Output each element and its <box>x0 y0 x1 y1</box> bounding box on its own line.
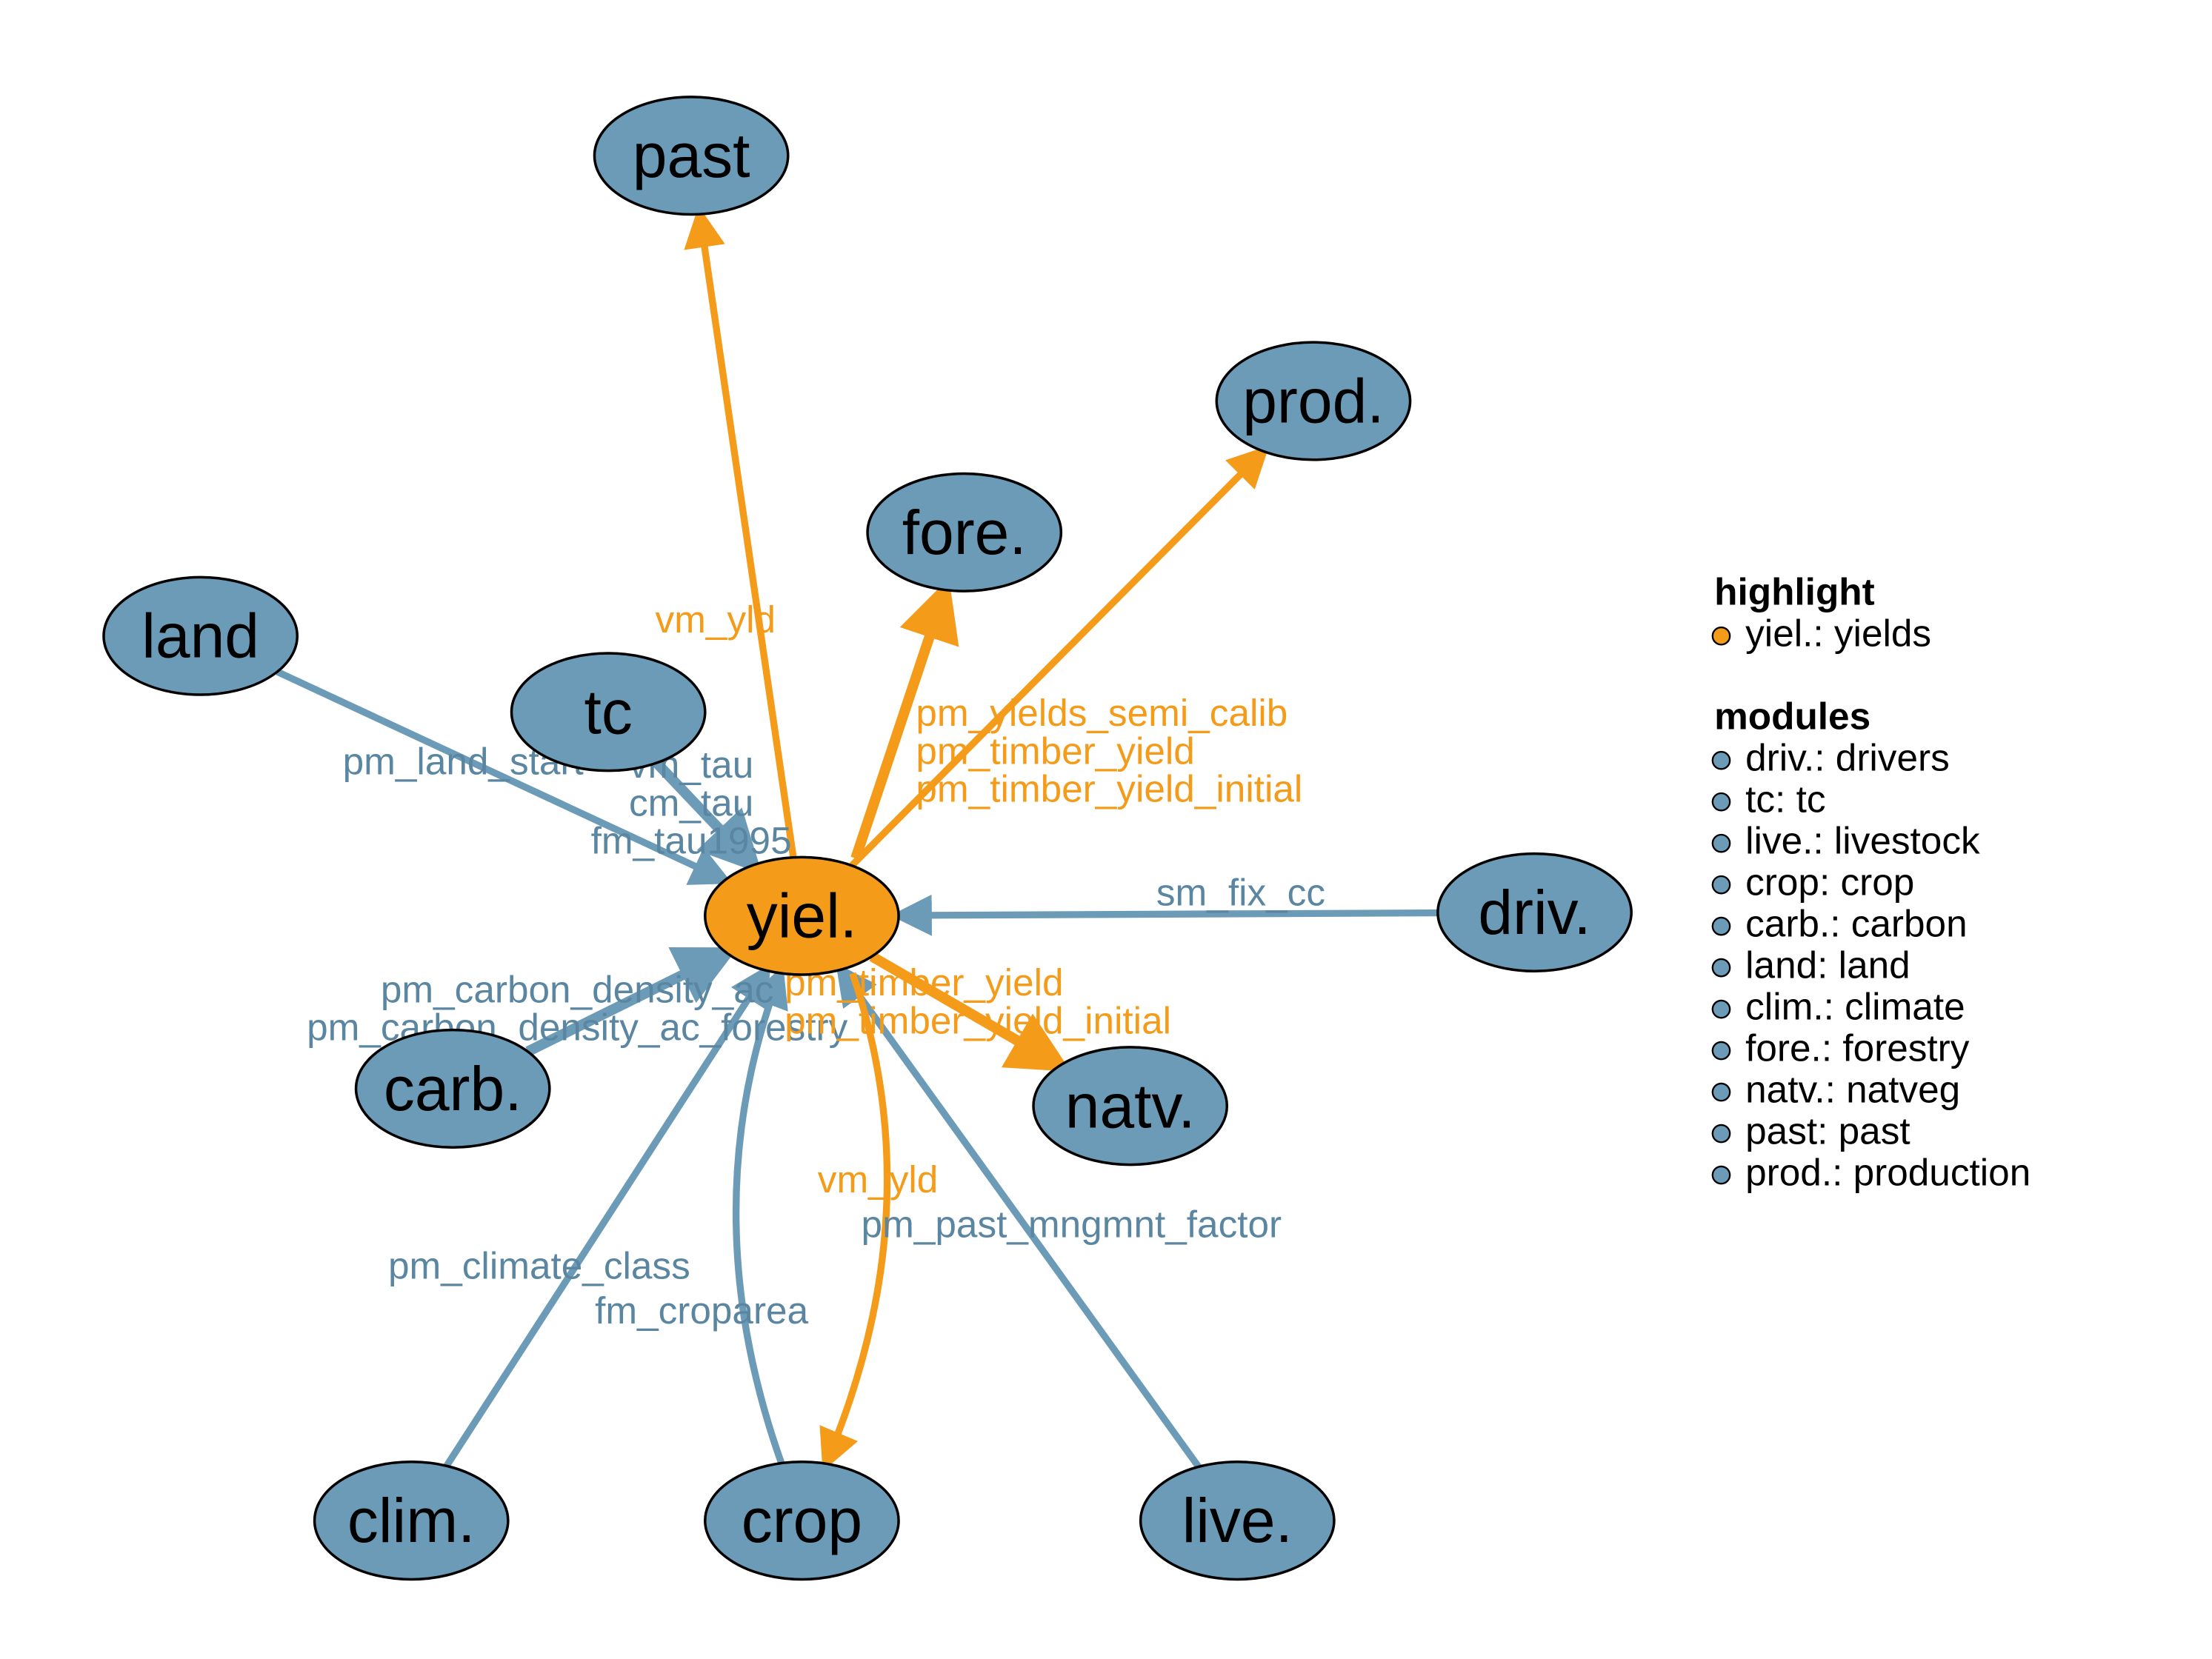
legend-item-module: past: past <box>1745 1110 1910 1152</box>
legend-item-module: natv.: natveg <box>1745 1069 1960 1111</box>
node-land: land <box>104 577 297 695</box>
node-natv: natv. <box>1033 1047 1227 1165</box>
edge-label-yiel-crop-0: vm_yld <box>818 1158 939 1201</box>
legend-item-module: land: land <box>1745 944 1910 987</box>
node-fore: fore. <box>867 473 1061 591</box>
node-yiel: yiel. <box>705 857 899 975</box>
node-tc: tc <box>512 653 705 771</box>
legend-item-highlight: yiel.: yields <box>1745 612 1931 655</box>
node-label-land: land <box>141 601 259 671</box>
edge-label-driv-yiel-0: sm_fix_cc <box>1156 872 1325 914</box>
legend-item-module: tc: tc <box>1745 778 1825 821</box>
node-label-crop: crop <box>742 1486 862 1555</box>
legend-heading-modules: modules <box>1714 695 1870 738</box>
node-label-prod: prod. <box>1242 366 1384 435</box>
network-diagram: pm_land_startvm_taucm_taufm_tau1995sm_fi… <box>0 0 2212 1659</box>
legend-item-module: carb.: carbon <box>1745 903 1967 945</box>
legend-dot-module <box>1713 835 1730 852</box>
node-past: past <box>594 97 787 215</box>
legend-dot-module <box>1713 793 1730 810</box>
node-crop: crop <box>705 1462 899 1580</box>
legend-dot-highlight <box>1713 627 1730 644</box>
edge-label-crop-yiel-0: fm_croparea <box>595 1289 809 1332</box>
edge-label-yiel-fore-0: pm_yields_semi_calib <box>916 692 1287 734</box>
node-label-past: past <box>633 121 750 190</box>
legend-dot-module <box>1713 1001 1730 1018</box>
edge-label-tc-yiel-2: fm_tau1995 <box>591 820 792 862</box>
legend-dot-module <box>1713 1042 1730 1059</box>
legend-dot-module <box>1713 918 1730 935</box>
legend-dot-module <box>1713 1084 1730 1101</box>
legend-item-module: driv.: drivers <box>1745 737 1950 779</box>
node-carb: carb. <box>356 1030 550 1148</box>
edge-label-live-yiel-0: pm_past_mngmnt_factor <box>862 1204 1282 1246</box>
edge-label-tc-yiel-1: cm_tau <box>629 781 753 824</box>
legend-item-module: prod.: production <box>1745 1152 2031 1194</box>
legend-item-module: live.: livestock <box>1745 820 1980 862</box>
legend-dot-module <box>1713 959 1730 976</box>
node-label-tc: tc <box>584 677 632 747</box>
legend-dot-module <box>1713 752 1730 769</box>
legend-dot-module <box>1713 876 1730 893</box>
node-live: live. <box>1141 1462 1334 1580</box>
legend-heading-highlight: highlight <box>1714 571 1875 613</box>
legend-item-module: crop: crop <box>1745 861 1914 904</box>
node-label-live: live. <box>1182 1486 1293 1555</box>
node-clim: clim. <box>315 1462 508 1580</box>
node-label-carb: carb. <box>384 1054 522 1124</box>
legend-dot-module <box>1713 1166 1730 1184</box>
edge-label-carb-yiel-1: pm_carbon_density_ac_forestry <box>307 1007 848 1049</box>
legend-item-module: clim.: climate <box>1745 986 1965 1028</box>
node-label-driv: driv. <box>1478 878 1590 947</box>
edge-label-carb-yiel-0: pm_carbon_density_ac <box>381 968 774 1010</box>
edge-label-clim-yiel-0: pm_climate_class <box>388 1245 690 1287</box>
edge-label-yiel-natv-1: pm_timber_yield_initial <box>784 999 1171 1041</box>
node-prod: prod. <box>1216 342 1410 460</box>
node-label-yiel: yiel. <box>747 881 857 951</box>
edge-label-yiel-fore-1: pm_timber_yield <box>916 730 1194 772</box>
legend-layer: highlightyiel.: yields modulesdriv.: driv… <box>1713 571 2031 1194</box>
node-driv: driv. <box>1438 854 1631 972</box>
edge-label-yiel-past-0: vm_yld <box>656 598 776 641</box>
legend-item-module: fore.: forestry <box>1745 1027 1970 1069</box>
legend-dot-module <box>1713 1125 1730 1142</box>
node-label-clim: clim. <box>347 1486 476 1555</box>
node-label-natv: natv. <box>1065 1071 1196 1141</box>
edge-label-yiel-fore-2: pm_timber_yield_initial <box>916 768 1302 810</box>
node-label-fore: fore. <box>902 498 1027 567</box>
